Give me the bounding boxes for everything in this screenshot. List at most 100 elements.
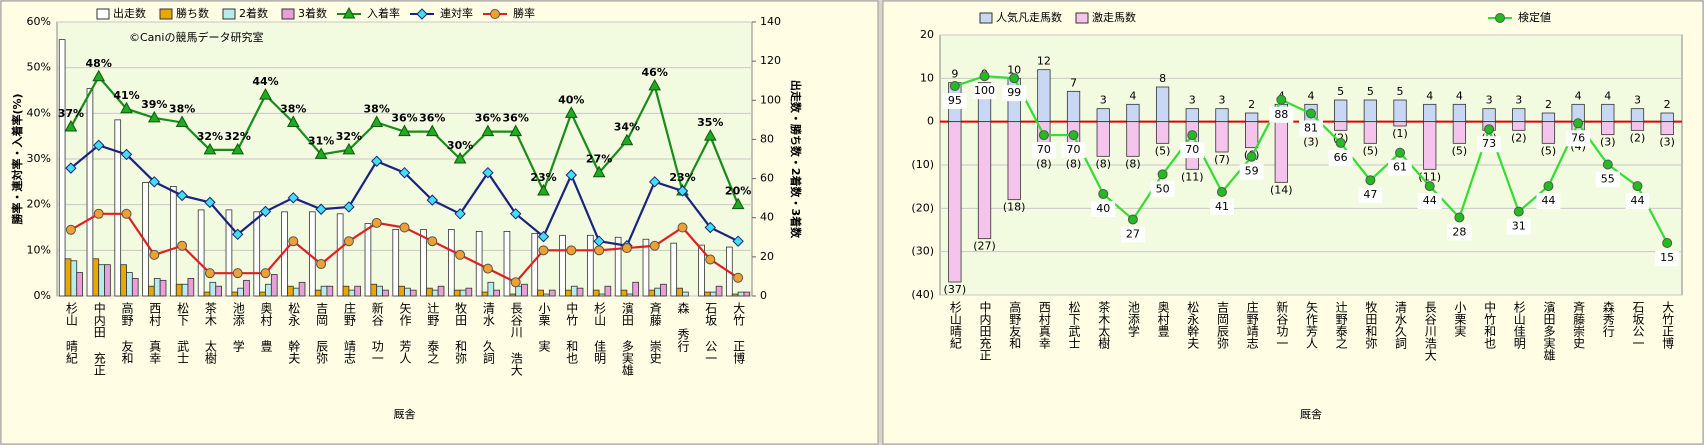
bar-value-label: 4 <box>1426 89 1433 102</box>
bar <box>1512 108 1526 123</box>
marker <box>342 6 356 19</box>
x-tick-label: 辻野泰之 <box>1334 301 1348 349</box>
bar <box>404 287 411 297</box>
line-value-label: 27% <box>586 153 612 166</box>
x-tick-label: 松下武士 <box>1067 301 1081 349</box>
bar <box>426 287 433 297</box>
bar <box>537 289 544 297</box>
bar <box>92 258 100 297</box>
bar-value-label: (5) <box>1363 144 1379 157</box>
bar <box>437 285 445 297</box>
marker <box>92 139 105 152</box>
marker <box>1335 137 1346 148</box>
bar <box>364 223 372 297</box>
marker <box>342 142 356 155</box>
line-value-label: 70 <box>1067 143 1081 156</box>
bar <box>1393 121 1407 127</box>
x-tick-label: 小栗実 <box>1453 301 1467 338</box>
y-axis-title: 勝率・連対率・入着率(%) <box>10 93 24 224</box>
x-tick-label: 中竹和也 <box>1483 300 1497 349</box>
bar <box>587 234 594 297</box>
x-tick-label: 松下 武士 <box>176 302 190 364</box>
x-tick-label: 辻野 泰之 <box>426 302 440 364</box>
bar <box>298 281 306 297</box>
bar <box>1601 103 1615 123</box>
bar-value-label: 2 <box>1248 98 1255 111</box>
line-value-label: 48% <box>86 57 112 70</box>
legend-swatch <box>96 8 110 20</box>
marker <box>1187 130 1198 141</box>
bar <box>1215 108 1229 123</box>
bar <box>1185 108 1199 123</box>
marker <box>564 106 578 118</box>
bar <box>1393 99 1407 123</box>
marker <box>64 119 78 132</box>
line-value-label: 34% <box>614 121 640 134</box>
legend-swatch <box>979 12 993 24</box>
bar <box>181 283 189 297</box>
x-tick-label: 池添学 <box>1126 301 1140 337</box>
line-value-label: 44 <box>1630 194 1644 207</box>
bar-value-label: 5 <box>1337 85 1344 98</box>
line-value-label: 95 <box>948 94 962 107</box>
legend-label: 人気凡走馬数 <box>996 10 1062 24</box>
marker <box>175 115 189 127</box>
line-value-label: 61 <box>1393 161 1407 174</box>
line-value-label: 66 <box>1334 151 1348 164</box>
bar-value-label: (8) <box>1095 157 1111 170</box>
bar <box>1245 121 1259 149</box>
bar <box>682 291 689 297</box>
marker <box>120 101 133 114</box>
bar-value-label: 3 <box>1486 94 1493 107</box>
y2-axis-title: 出走数・勝ち数・2着数・3着数 <box>789 80 803 239</box>
x-tick-label: 松永 幹夫 <box>287 302 301 365</box>
marker <box>314 147 328 159</box>
x-tick-label: 中内田 充正 <box>92 301 106 376</box>
bar <box>1660 112 1674 123</box>
marker <box>1573 118 1584 129</box>
bar <box>64 258 72 297</box>
marker <box>509 208 522 220</box>
label-box <box>1180 142 1205 159</box>
x-tick-label: 矢作芳人 <box>1305 301 1319 349</box>
watermark: ©Caniの競馬データ研究室 <box>129 30 263 44</box>
marker <box>399 222 410 233</box>
bar <box>76 272 83 297</box>
line-value-label: 31 <box>1512 220 1526 233</box>
marker <box>592 165 606 178</box>
bar-value-label: 3 <box>1100 94 1107 107</box>
bar-value-label: 12 <box>1037 55 1051 68</box>
bar <box>1096 108 1110 123</box>
marker <box>288 236 299 247</box>
x-tick-label: 牧田 和弥 <box>454 302 468 364</box>
marker <box>1484 124 1495 135</box>
bar <box>592 289 600 297</box>
bar <box>265 283 272 297</box>
bar <box>1334 99 1348 123</box>
marker <box>482 263 493 274</box>
marker <box>621 243 632 254</box>
bar-value-label: (2) <box>1630 131 1646 144</box>
label-box <box>1447 224 1472 241</box>
bar <box>543 293 550 297</box>
x-tick-label: 庄野靖志 <box>1245 300 1259 349</box>
label-box <box>1506 218 1531 235</box>
marker <box>425 124 439 137</box>
marker <box>204 196 216 209</box>
bar <box>670 242 678 297</box>
marker <box>416 8 428 20</box>
bar <box>1423 103 1437 123</box>
x-tick-label: 長谷川浩大 <box>1423 301 1437 361</box>
marker <box>733 272 744 283</box>
marker <box>398 124 411 137</box>
marker <box>537 230 550 243</box>
bar <box>292 287 300 297</box>
bar <box>120 264 127 297</box>
x-tick-label: 吉岡辰弥 <box>1215 301 1229 349</box>
x-tick-label: 長谷川 浩大 <box>509 302 523 376</box>
x-tick-label: 濱田多実雄 <box>1542 301 1556 361</box>
legend-swatch <box>281 8 295 20</box>
line-value-label: 38% <box>364 102 390 115</box>
marker <box>1009 73 1020 84</box>
bar <box>948 121 962 283</box>
